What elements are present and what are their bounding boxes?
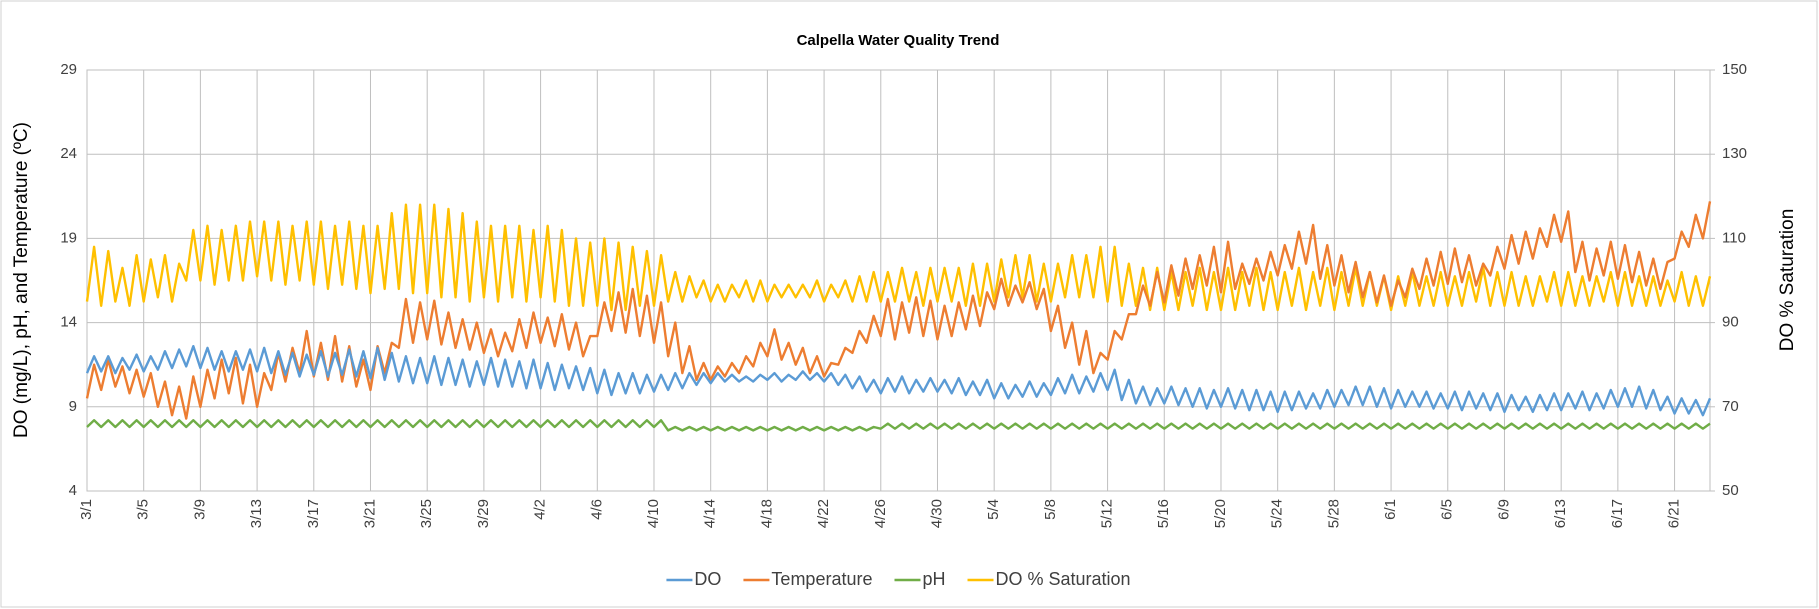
- x-tick-label: 4/26: [872, 499, 889, 528]
- legend-label: Temperature: [771, 569, 872, 589]
- x-tick-label: 3/9: [191, 499, 208, 520]
- x-tick-label: 3/29: [475, 499, 492, 528]
- x-tick-label: 6/1: [1382, 499, 1399, 520]
- x-tick-label: 6/13: [1552, 499, 1569, 528]
- y2-tick-label: 110: [1722, 229, 1746, 246]
- x-tick-label: 5/28: [1325, 499, 1342, 528]
- y2-tick-label: 130: [1722, 145, 1747, 162]
- x-tick-label: 3/25: [418, 499, 435, 528]
- legend: DO Temperature pH DO % Saturation: [666, 569, 1131, 589]
- x-tick-label: 3/1: [78, 499, 95, 520]
- x-tick-label: 4/10: [645, 499, 662, 528]
- y-tick-label: 19: [60, 229, 77, 246]
- x-tick-label: 3/5: [135, 499, 152, 520]
- x-tick-label: 6/17: [1609, 499, 1626, 528]
- legend-label: pH: [922, 569, 945, 589]
- chart-title: Calpella Water Quality Trend: [797, 32, 1000, 49]
- x-tick-label: 4/6: [588, 499, 605, 520]
- series-line: [85, 344, 1712, 417]
- x-tick-label: 6/9: [1495, 499, 1512, 520]
- legend-label: DO % Saturation: [996, 569, 1131, 589]
- x-tick-label: 4/18: [758, 499, 775, 528]
- y-tick-label: 24: [60, 145, 77, 162]
- x-tick-label: 5/12: [1099, 499, 1116, 528]
- series-line: [85, 203, 1712, 312]
- x-tick-label: 4/22: [815, 499, 832, 528]
- x-tick-label: 3/17: [305, 499, 322, 528]
- x-tick-label: 5/24: [1269, 499, 1286, 528]
- series-line: [86, 419, 1711, 432]
- y-tick-label: 14: [60, 314, 77, 331]
- y2-tick-label: 70: [1722, 398, 1739, 415]
- x-tick-label: 5/20: [1212, 499, 1229, 528]
- x-tick-label: 5/4: [985, 499, 1002, 520]
- x-tick-label: 3/13: [248, 499, 265, 528]
- y2-axis-title: DO % Saturation: [1777, 209, 1798, 352]
- x-tick-label: 5/16: [1155, 499, 1172, 528]
- x-tick-label: 4/2: [532, 499, 549, 520]
- y2-tick-label: 50: [1722, 482, 1739, 499]
- x-tick-label: 5/8: [1042, 499, 1059, 520]
- y2-tick-label: 150: [1722, 61, 1747, 78]
- x-tick-label: 4/30: [928, 499, 945, 528]
- x-tick-label: 6/5: [1439, 499, 1456, 520]
- y2-tick-label: 90: [1722, 314, 1739, 331]
- x-tick-label: 4/14: [702, 499, 719, 528]
- legend-label: DO: [694, 569, 721, 589]
- x-tick-label: 3/21: [361, 499, 378, 528]
- series-line: [85, 201, 1712, 420]
- y-axis-title: DO (mg/L), pH, and Temperature (ºC): [11, 122, 32, 438]
- y-tick-label: 9: [69, 398, 77, 415]
- y-tick-label: 4: [69, 482, 77, 499]
- x-tick-label: 6/21: [1666, 499, 1683, 528]
- y-tick-label: 29: [60, 61, 77, 78]
